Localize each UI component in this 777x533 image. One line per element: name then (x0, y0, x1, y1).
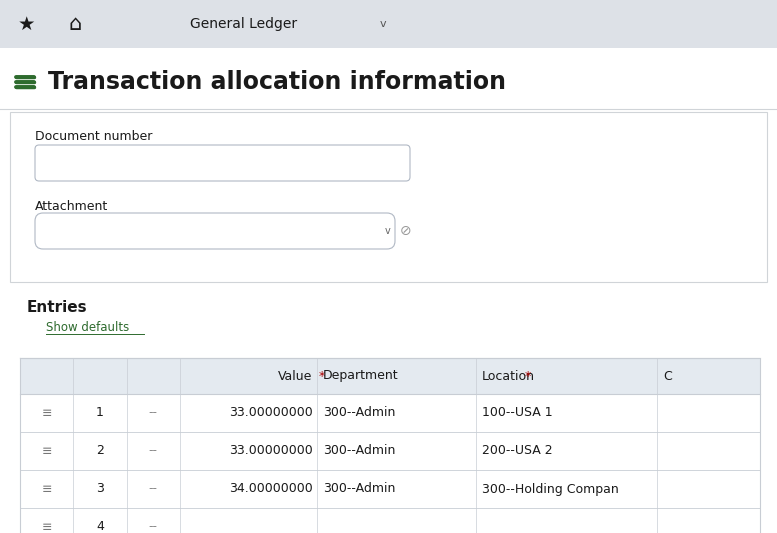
Text: --: -- (148, 407, 158, 419)
Text: v: v (385, 226, 391, 236)
Text: Show defaults: Show defaults (46, 321, 129, 334)
Text: 300--Admin: 300--Admin (322, 482, 395, 496)
Text: Attachment: Attachment (35, 200, 108, 213)
Text: Location: Location (482, 369, 535, 383)
Text: 300--Admin: 300--Admin (322, 445, 395, 457)
Bar (0, 0, 777, 48)
FancyBboxPatch shape (35, 145, 410, 181)
Text: 33.00000000: 33.00000000 (229, 445, 312, 457)
Text: General Ledger: General Ledger (190, 17, 297, 31)
Text: --: -- (148, 482, 158, 496)
Bar (20, 470, 760, 508)
Text: ≡: ≡ (41, 521, 52, 533)
Text: 300--Admin: 300--Admin (322, 407, 395, 419)
Bar (20, 508, 760, 533)
Text: 4: 4 (96, 521, 104, 533)
Text: Transaction allocation information: Transaction allocation information (48, 70, 506, 94)
FancyBboxPatch shape (10, 112, 767, 282)
Text: ≡: ≡ (41, 482, 52, 496)
Text: 33.00000000: 33.00000000 (229, 407, 312, 419)
Bar (20, 358, 760, 394)
Bar (20, 394, 760, 432)
Text: 200--USA 2: 200--USA 2 (482, 445, 552, 457)
Bar (20, 432, 760, 470)
Text: C: C (663, 369, 672, 383)
Text: 2: 2 (96, 445, 104, 457)
Text: v: v (380, 19, 387, 29)
Text: Value: Value (278, 369, 312, 383)
Text: --: -- (148, 445, 158, 457)
Text: Department: Department (322, 369, 399, 383)
Text: 100--USA 1: 100--USA 1 (482, 407, 552, 419)
Text: Document number: Document number (35, 130, 152, 143)
Text: 3: 3 (96, 482, 104, 496)
Text: 34.00000000: 34.00000000 (229, 482, 312, 496)
Text: ⌂: ⌂ (68, 14, 82, 34)
Text: ⊘: ⊘ (400, 224, 412, 238)
Text: *: * (521, 369, 531, 383)
Text: 300--Holding Compan: 300--Holding Compan (482, 482, 618, 496)
Text: --: -- (148, 521, 158, 533)
Text: ≡: ≡ (41, 407, 52, 419)
Text: *: * (315, 369, 325, 383)
Text: ≡: ≡ (41, 445, 52, 457)
Text: 1: 1 (96, 407, 104, 419)
Text: Entries: Entries (27, 300, 88, 315)
FancyBboxPatch shape (35, 213, 395, 249)
Text: ★: ★ (18, 14, 36, 34)
